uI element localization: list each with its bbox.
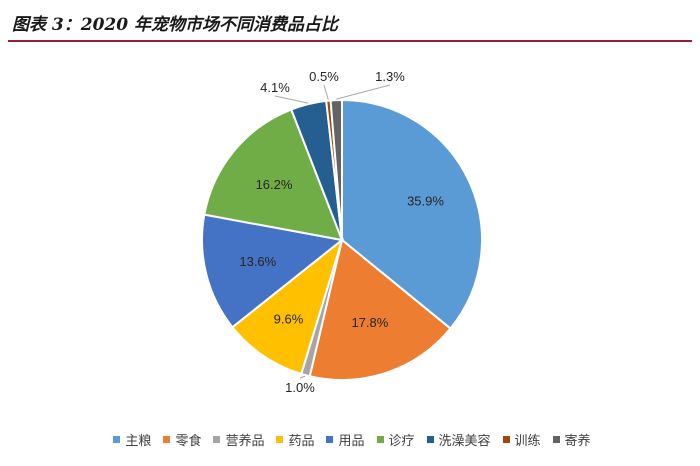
pie-slice-5 (201, 213, 345, 329)
pie-slices (201, 98, 483, 381)
legend-swatch (552, 435, 560, 443)
leader-line-8 (323, 84, 329, 100)
pie-slice-2 (308, 238, 452, 381)
legend-label: 洗澡美容 (438, 433, 491, 449)
legend-swatch (426, 435, 434, 443)
pie-slice-4 (231, 237, 344, 376)
data-label-1: 35.9% (407, 193, 444, 208)
figure-title: 图表 3：2020 年宠物市场不同消费品占比 (12, 15, 338, 35)
legend-label: 药品 (288, 433, 315, 449)
legend: 主粮 零食 营养品 药品 用品 诊疗 洗澡美容 训练 寄养 (22, 428, 682, 450)
legend-swatch (502, 435, 510, 443)
legend-item-9: 寄养 (552, 430, 591, 449)
legend-item-6: 诊疗 (376, 430, 415, 449)
legend-item-1: 主粮 (113, 430, 151, 449)
legend-label: 诊疗 (388, 433, 415, 449)
legend-swatch (276, 435, 284, 443)
legend-item-8: 训练 (502, 430, 541, 449)
data-label-5: 13.6% (239, 254, 276, 269)
legend-item-2: 零食 (163, 430, 201, 449)
leader-lines (274, 84, 391, 379)
data-labels: 35.9% 17.8% 1.0% 9.6% 13.6% 16.2% 4.1% 0.5% 1.3% (239, 69, 444, 395)
legend-item-5: 用品 (326, 430, 365, 449)
data-label-6: 16.2% (256, 177, 293, 192)
legend-item-4: 药品 (276, 430, 314, 449)
legend-swatch (376, 435, 384, 443)
legend-swatch (163, 435, 171, 443)
data-label-9: 1.3% (375, 69, 405, 84)
data-label-8: 0.5% (309, 69, 339, 84)
pie-slice-9 (329, 98, 343, 241)
legend-label: 主粮 (125, 433, 152, 449)
legend-swatch (326, 435, 334, 443)
legend-swatch (213, 435, 221, 443)
leader-line-9 (336, 84, 391, 100)
legend-label: 零食 (175, 433, 202, 449)
data-label-3: 1.0% (285, 380, 315, 395)
legend-swatch (113, 435, 121, 443)
data-label-4: 9.6% (274, 312, 304, 327)
pie-slice-1 (341, 98, 483, 330)
leader-line-3 (299, 375, 306, 379)
figure-header: 图表 3：2020 年宠物市场不同消费品占比 (8, 4, 692, 42)
leader-line-7 (274, 95, 309, 104)
pie-slice-6 (203, 108, 344, 242)
legend-item-7: 洗澡美容 (426, 430, 491, 449)
legend-label: 营养品 (225, 433, 265, 449)
legend-item-3: 营养品 (213, 430, 264, 449)
legend-label: 寄养 (564, 433, 591, 449)
title-divider (8, 40, 692, 42)
legend-label: 训练 (514, 433, 541, 449)
data-label-7: 4.1% (260, 80, 290, 95)
legend-label: 用品 (338, 433, 365, 449)
data-label-2: 17.8% (351, 315, 388, 330)
